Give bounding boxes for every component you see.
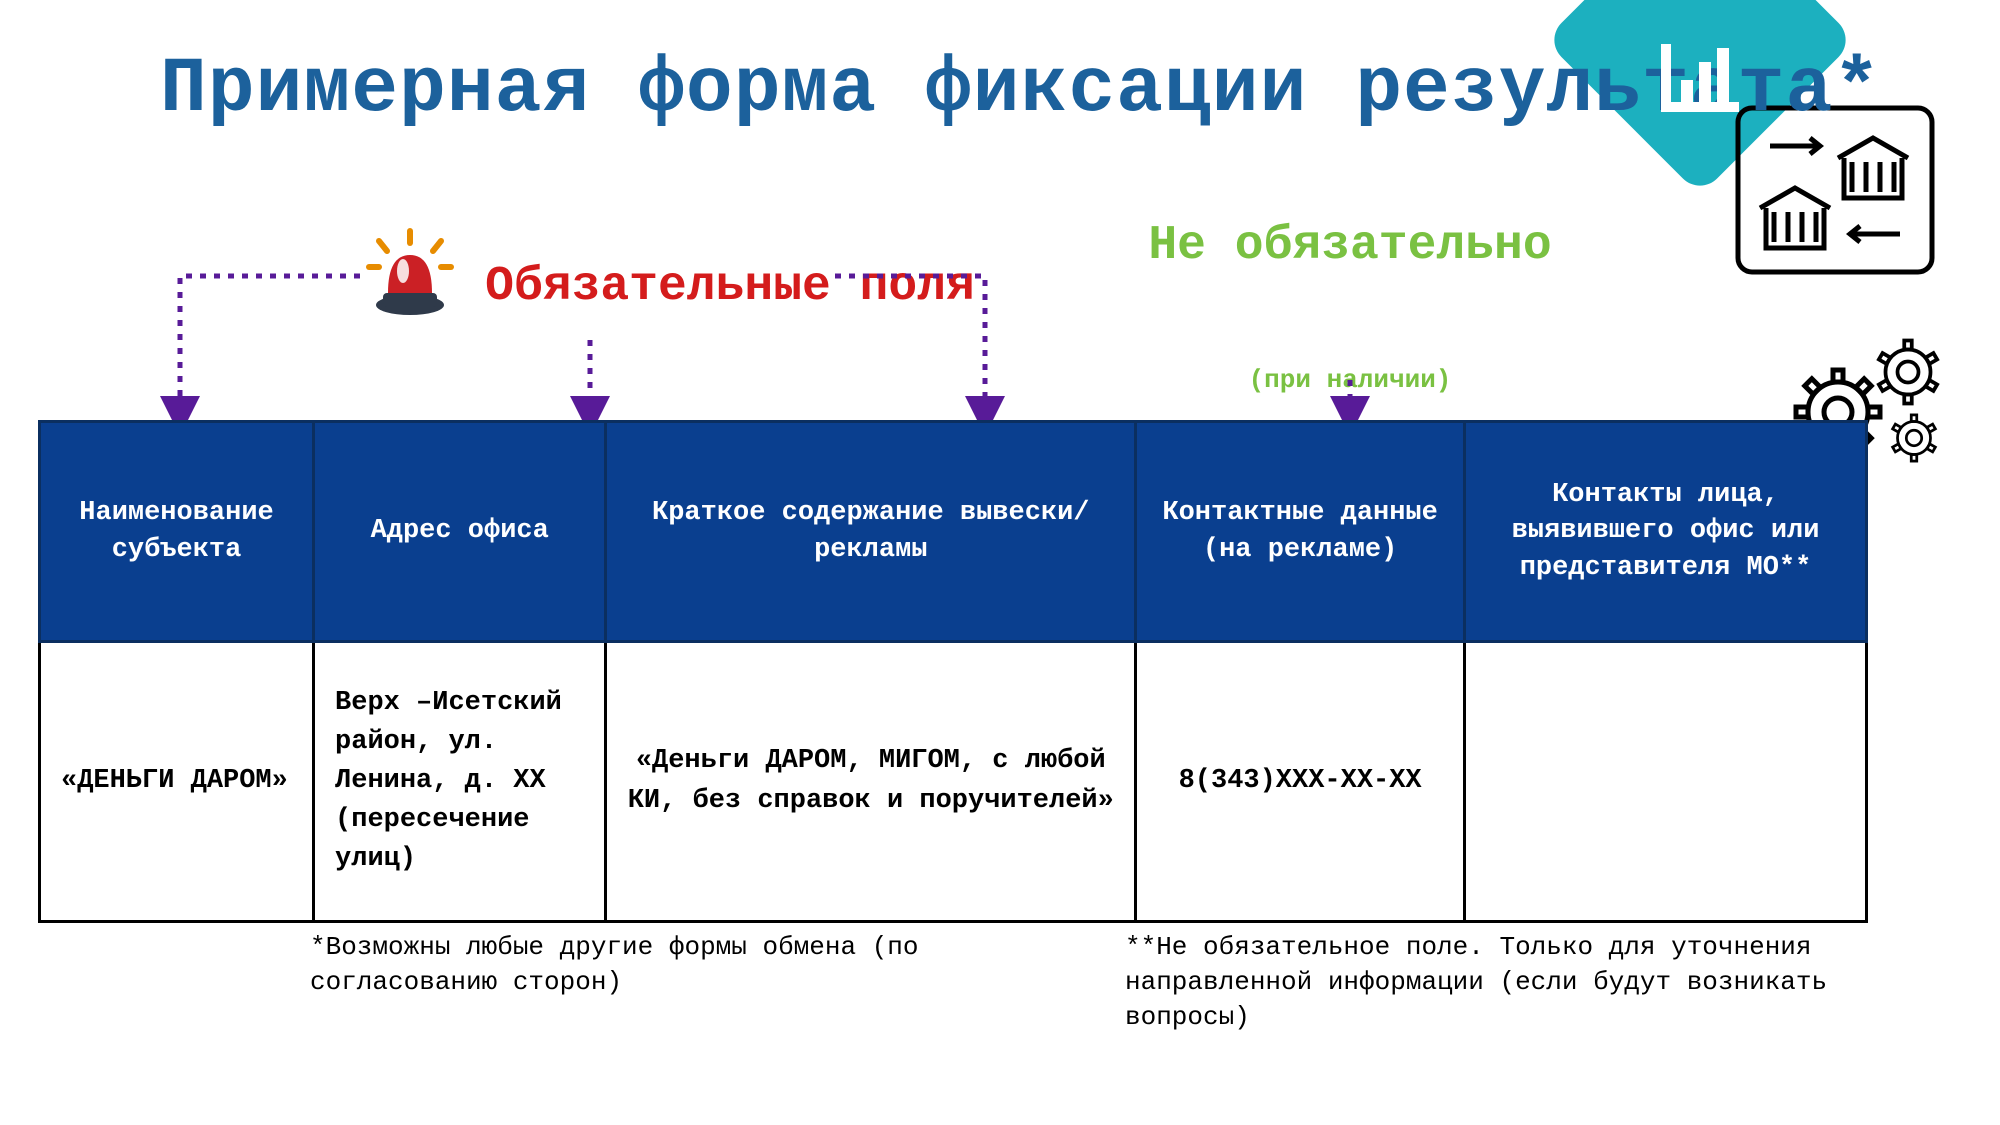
optional-fields-label: Не обязательно: [1140, 223, 1560, 270]
optional-fields-sublabel: (при наличии): [1140, 365, 1560, 395]
result-table: Наименование субъекта Адрес офиса Кратко…: [38, 420, 1868, 923]
cell-summary: «Деньги ДАРОМ, МИГОМ, с любой КИ, без сп…: [606, 642, 1136, 922]
page-title: Примерная форма фиксации результата*: [160, 48, 1881, 132]
cell-subject: «ДЕНЬГИ ДАРОМ»: [40, 642, 314, 922]
siren-icon: [365, 227, 455, 317]
col-contacts-reporter: Контакты лица, выявившего офис или предс…: [1465, 422, 1867, 642]
col-summary: Краткое содержание вывески/ рекламы: [606, 422, 1136, 642]
cell-contacts-ad: 8(343)ХХХ-ХХ-ХХ: [1136, 642, 1465, 922]
col-subject: Наименование субъекта: [40, 422, 314, 642]
cell-address: Верх –Исетский район, ул. Ленина, д. ХХ …: [314, 642, 606, 922]
table-row: «ДЕНЬГИ ДАРОМ» Верх –Исетский район, ул.…: [40, 642, 1867, 922]
footnote-b: **Не обязательное поле. Только для уточн…: [1125, 930, 1870, 1035]
footnotes: *Возможны любые другие формы обмена (по …: [310, 930, 1870, 1035]
col-address: Адрес офиса: [314, 422, 606, 642]
required-fields-label: Обязательные поля: [450, 263, 1010, 312]
footnote-a: *Возможны любые другие формы обмена (по …: [310, 930, 1055, 1035]
cell-contacts-reporter: [1465, 642, 1867, 922]
col-contacts-ad: Контактные данные (на рекламе): [1136, 422, 1465, 642]
table-header-row: Наименование субъекта Адрес офиса Кратко…: [40, 422, 1867, 642]
bar-chart-icon: [1655, 38, 1745, 123]
